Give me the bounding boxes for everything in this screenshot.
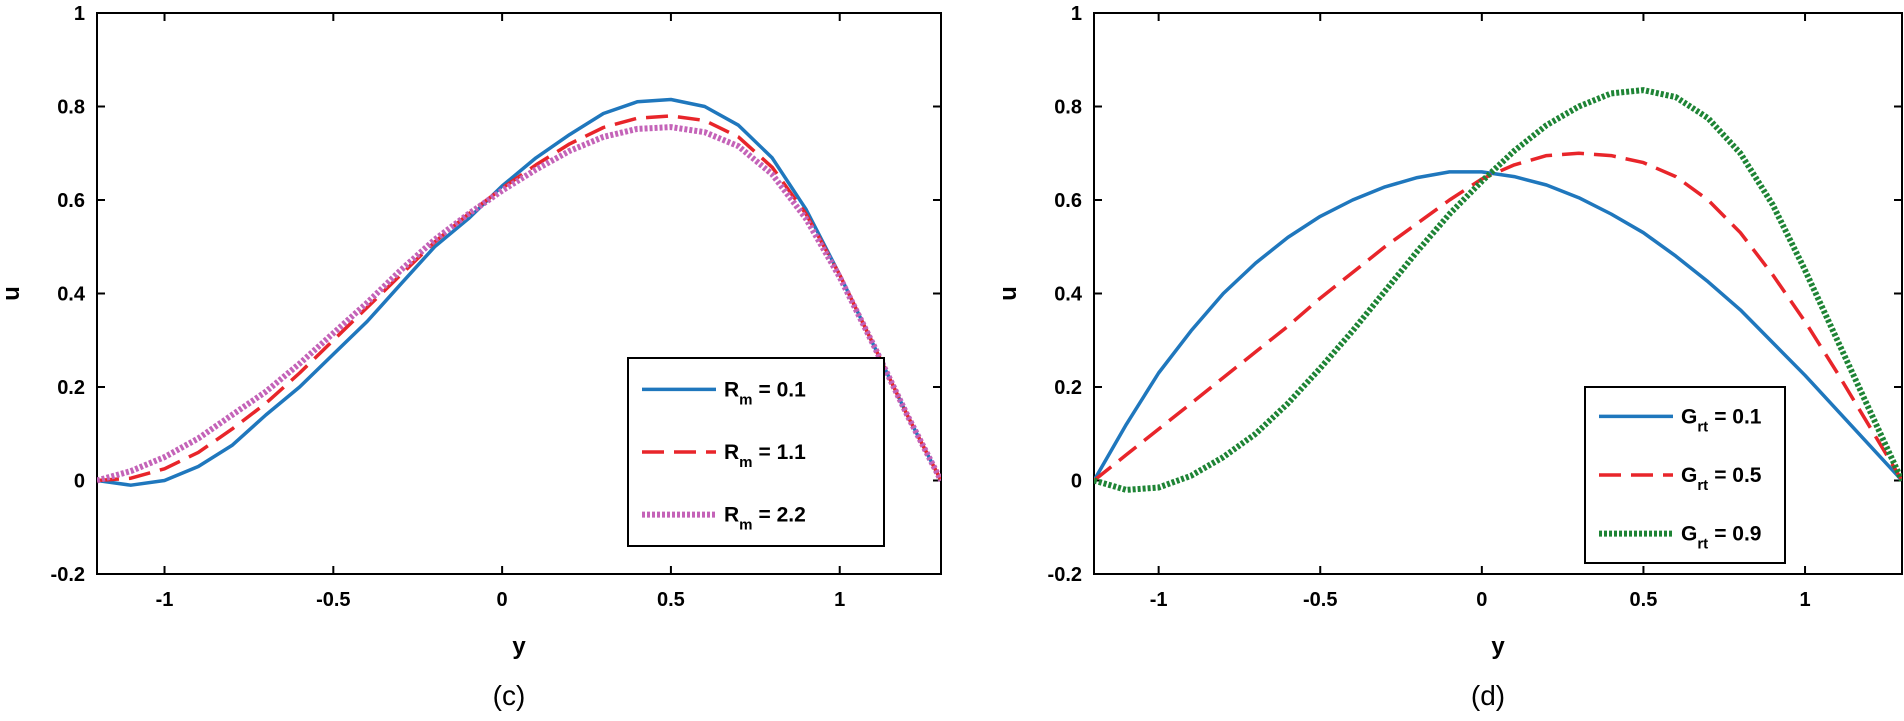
x-tick-label: 0.5	[657, 589, 685, 611]
x-tick-label: -0.5	[316, 589, 350, 611]
x-tick-label: 1	[834, 589, 845, 611]
y-tick-label: -0.2	[1048, 564, 1082, 586]
legend-label-1: Grt = 0.1	[1681, 405, 1762, 435]
legend-value: = 0.9	[1714, 523, 1761, 546]
legend-label-2: Grt = 0.5	[1681, 464, 1762, 494]
legend-value: = 1.1	[759, 441, 807, 464]
legend-value: = 0.1	[759, 378, 807, 401]
y-tick-label: 0.4	[1054, 284, 1083, 306]
legend-symbol: G	[1681, 464, 1697, 487]
legend-value: = 0.5	[1714, 464, 1762, 487]
legend-label-3: Rm = 2.2	[724, 504, 806, 534]
legend-symbol: G	[1681, 523, 1697, 546]
legend-subscript: rt	[1697, 418, 1708, 435]
x-tick-label: 0.5	[1630, 589, 1658, 611]
y-tick-label: 0.8	[1054, 97, 1082, 119]
y-tick-label: 0.8	[57, 97, 85, 119]
legend-symbol: G	[1681, 405, 1697, 428]
legend-subscript: rt	[1697, 477, 1708, 494]
panel-caption: (c)	[493, 680, 526, 711]
x-axis-label: y	[1491, 633, 1505, 660]
x-tick-label: 0	[1476, 589, 1487, 611]
x-tick-label: 0	[497, 589, 508, 611]
y-tick-label: -0.2	[51, 564, 85, 586]
series-line-1	[1094, 170, 1902, 482]
x-axis-label: y	[512, 633, 526, 660]
series-line-2	[1094, 151, 1902, 482]
y-axis-label: u	[995, 286, 1022, 301]
y-tick-label: 0.6	[1054, 190, 1082, 212]
legend-box	[627, 357, 885, 547]
legend-subscript: rt	[1697, 536, 1708, 553]
y-axis-label: u	[0, 286, 25, 301]
y-tick-label: 0	[74, 471, 85, 493]
legend-subscript: m	[739, 391, 752, 408]
series-line-2	[97, 114, 941, 483]
x-tick-label: -1	[156, 589, 174, 611]
legend-symbol: R	[724, 504, 739, 527]
legend-value: = 2.2	[759, 504, 806, 527]
legend-symbol: R	[724, 378, 739, 401]
chart-panel-d: -1 -0.5 0 0.5 1 -0.2 0 0.2 0.4 0.6 0.8 1 y u (d) Grt = 0…	[995, 3, 1903, 711]
x-tick-label: -0.5	[1303, 589, 1337, 611]
series-line-3	[97, 124, 941, 484]
legend-subscript: m	[739, 454, 752, 471]
legend-subscript: m	[739, 517, 752, 534]
y-tick-label: 0.2	[57, 377, 85, 399]
legend-label-2: Rm = 1.1	[724, 441, 806, 471]
x-tick-label: -1	[1150, 589, 1168, 611]
legend-value: = 0.1	[1714, 405, 1762, 428]
series-line-1	[97, 97, 941, 487]
legend-label-3: Grt = 0.9	[1681, 523, 1761, 553]
legend-label-1: Rm = 0.1	[724, 378, 806, 408]
y-tick-label: 1	[1071, 3, 1082, 25]
y-tick-label: 0.6	[57, 190, 85, 212]
series-line-3	[1094, 87, 1902, 493]
y-tick-label: 1	[74, 3, 85, 25]
x-tick-label: 1	[1799, 589, 1810, 611]
chart-panel-c: -1 -0.5 0 0.5 1 -0.2 0 0.2 0.4 0.6 0.8 1 y u (c) Rm = 0.…	[0, 3, 942, 711]
y-tick-label: 0	[1071, 471, 1082, 493]
legend-symbol: R	[724, 441, 739, 464]
panel-caption: (d)	[1471, 680, 1505, 711]
y-tick-label: 0.4	[57, 284, 86, 306]
y-tick-label: 0.2	[1054, 377, 1082, 399]
